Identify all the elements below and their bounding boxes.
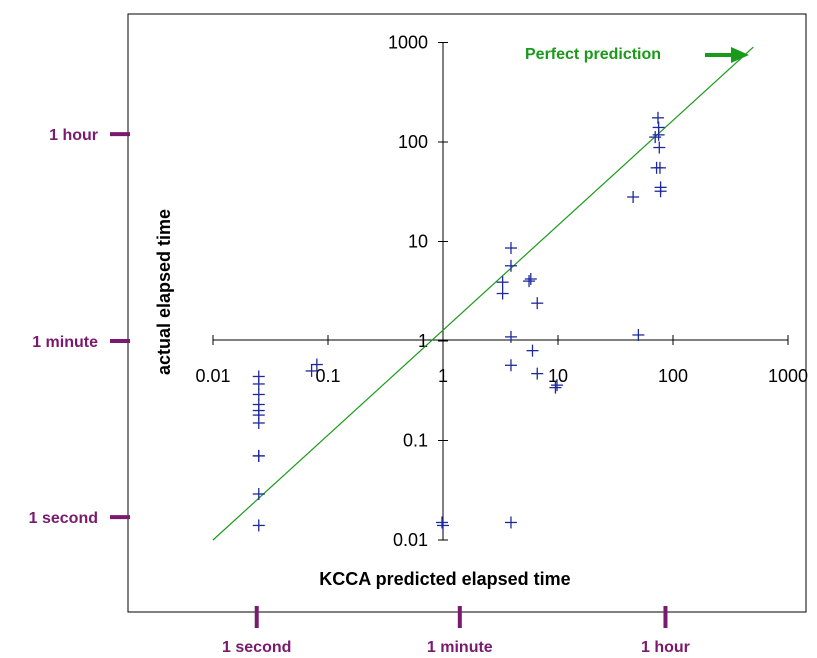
reference-line-layer bbox=[212, 46, 754, 541]
data-points-layer bbox=[252, 111, 667, 532]
annotation-arrow-icon bbox=[705, 47, 749, 63]
data-point bbox=[252, 519, 265, 532]
data-point bbox=[504, 359, 517, 372]
y-reference-label: 1 minute bbox=[32, 334, 98, 351]
data-point bbox=[653, 161, 666, 174]
data-point bbox=[252, 388, 265, 401]
x-reference-label: 1 hour bbox=[641, 639, 690, 656]
data-point bbox=[252, 449, 265, 462]
y-tick-label: 100 bbox=[398, 132, 428, 152]
data-point bbox=[252, 377, 265, 390]
x-tick-label: 1 bbox=[438, 366, 448, 386]
data-point bbox=[627, 191, 640, 204]
data-point bbox=[504, 330, 517, 343]
axes-layer: 0.01 0.1 1 10 100 1000 0.01 0.1 1 10 100 1000 bbox=[195, 33, 808, 551]
data-point bbox=[504, 259, 517, 272]
data-point bbox=[651, 111, 664, 124]
x-axis-title: KCCA predicted elapsed time bbox=[319, 569, 570, 589]
data-point bbox=[252, 487, 265, 500]
data-point bbox=[549, 381, 562, 394]
perfect-prediction-annotation: Perfect prediction bbox=[525, 46, 661, 63]
data-point bbox=[550, 379, 563, 392]
y-tick-label: 0.01 bbox=[393, 530, 428, 550]
x-tick-label: 0.1 bbox=[315, 366, 340, 386]
data-point bbox=[305, 364, 318, 377]
y-axis-title: actual elapsed time bbox=[154, 209, 174, 375]
y-tick-label: 10 bbox=[408, 232, 428, 252]
data-point bbox=[496, 276, 509, 289]
data-point bbox=[523, 275, 536, 288]
data-point bbox=[496, 287, 509, 300]
data-point bbox=[531, 367, 544, 380]
x-tick-label: 1000 bbox=[768, 366, 808, 386]
data-point bbox=[252, 416, 265, 429]
perfect-prediction-line bbox=[212, 46, 754, 541]
y-tick-label: 1 bbox=[418, 331, 428, 351]
y-tick-label: 1000 bbox=[388, 33, 428, 53]
x-tick-label: 100 bbox=[658, 366, 688, 386]
data-point bbox=[310, 358, 323, 371]
data-point bbox=[653, 141, 666, 154]
data-point bbox=[435, 516, 448, 529]
x-tick-label: 0.01 bbox=[195, 366, 230, 386]
x-tick-label: 10 bbox=[548, 366, 568, 386]
data-point bbox=[524, 272, 537, 285]
data-point bbox=[654, 185, 667, 198]
data-point bbox=[652, 128, 665, 141]
data-point bbox=[632, 328, 645, 341]
data-point bbox=[504, 516, 517, 529]
data-point bbox=[531, 297, 544, 310]
data-point bbox=[437, 519, 449, 532]
data-point bbox=[526, 344, 539, 357]
reference-ticks-layer: 1 hour 1 minute 1 second 1 second 1 minute 1 … bbox=[29, 127, 690, 656]
y-reference-label: 1 hour bbox=[49, 127, 98, 144]
y-reference-label: 1 second bbox=[29, 510, 98, 527]
data-point bbox=[504, 242, 517, 255]
x-reference-label: 1 second bbox=[222, 639, 291, 656]
plot-frame bbox=[127, 13, 807, 613]
y-tick-label: 0.1 bbox=[403, 431, 428, 451]
x-reference-label: 1 minute bbox=[427, 639, 493, 656]
